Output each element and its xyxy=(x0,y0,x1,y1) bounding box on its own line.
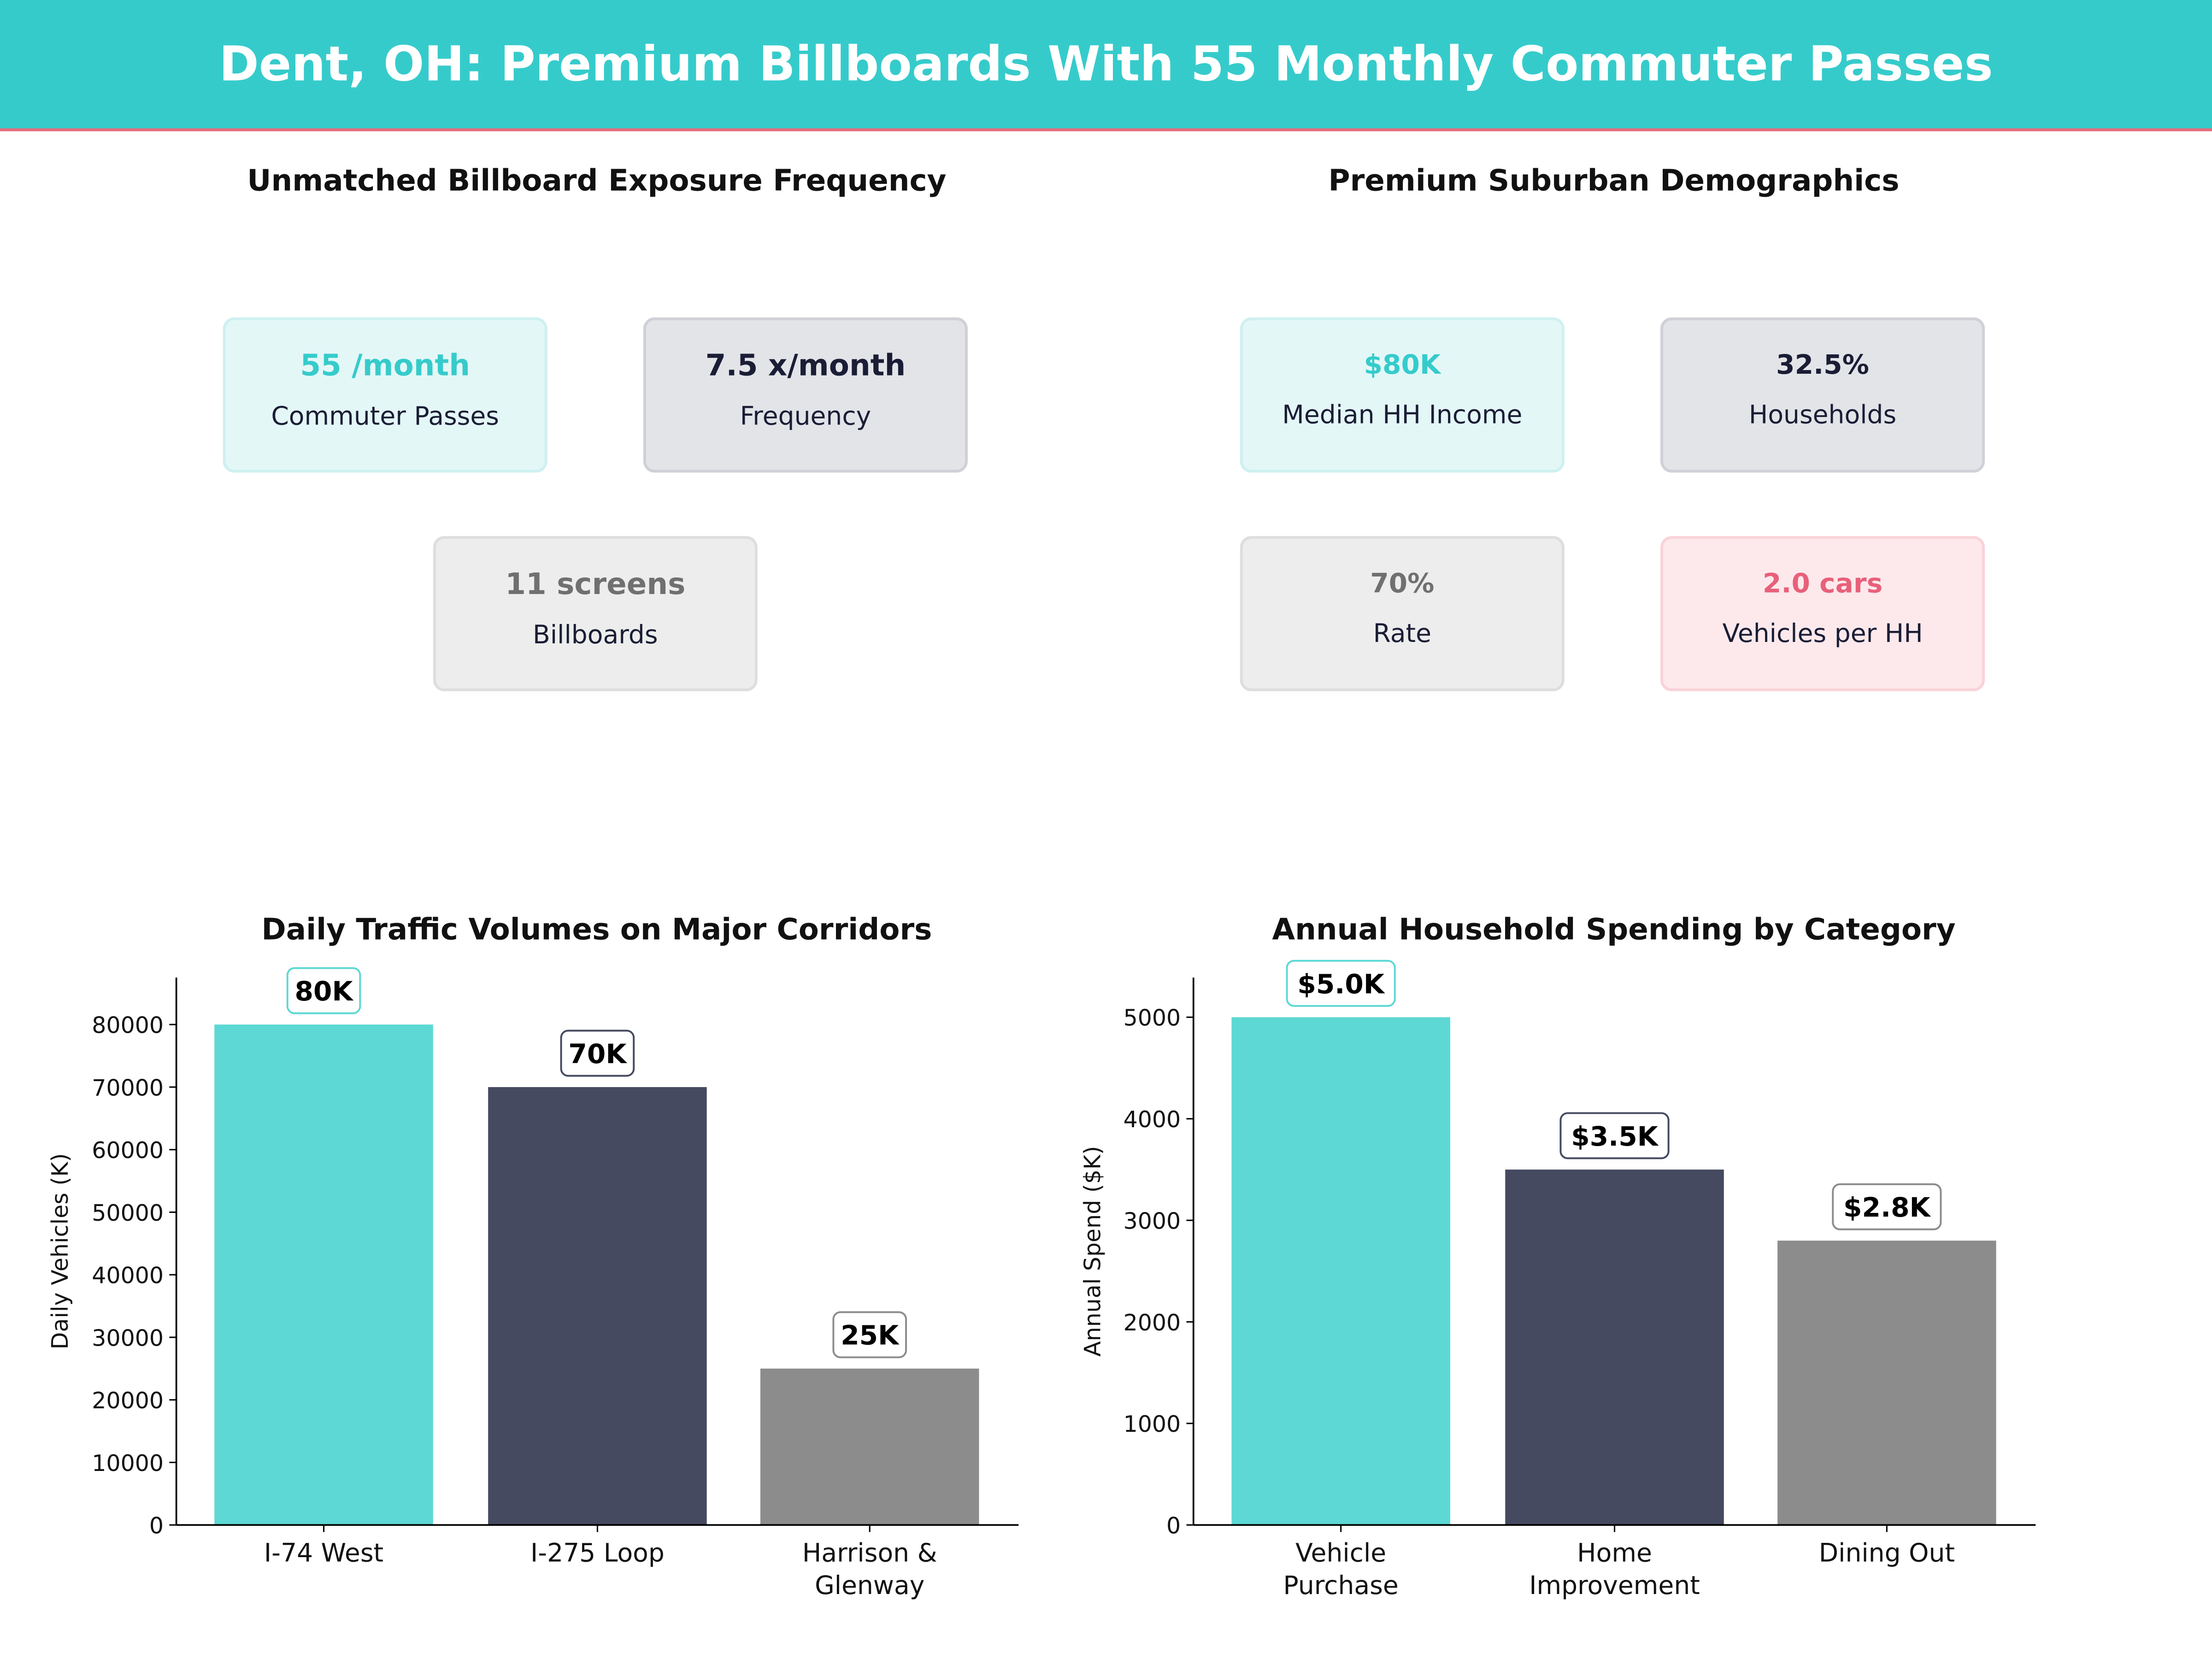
card-value: 11 screens xyxy=(505,566,686,600)
card-value: 70% xyxy=(1370,568,1435,599)
x-tick-label-line: I-275 Loop xyxy=(530,1538,665,1568)
chart-2: Annual Household Spending by Category Ann… xyxy=(1080,912,2036,1600)
card-value: 32.5% xyxy=(1776,349,1869,380)
y-tick-label: 50000 xyxy=(92,1200,164,1226)
y-tick-label: 4000 xyxy=(1124,1106,1181,1133)
data-label: $2.8K xyxy=(1843,1192,1931,1223)
x-tick-label: I-74 West xyxy=(264,1538,383,1568)
card-label: Households xyxy=(1748,400,1897,430)
data-label: $5.0K xyxy=(1297,968,1385,1000)
y-tick-label: 1000 xyxy=(1124,1411,1181,1437)
y-tick-label: 30000 xyxy=(92,1325,164,1351)
y-tick-label: 10000 xyxy=(92,1450,164,1477)
x-tick-label-line: Purchase xyxy=(1283,1571,1399,1600)
data-label-box xyxy=(1559,1112,1670,1159)
header-banner: Dent, OH: Premium Billboards With 55 Mon… xyxy=(0,0,2212,131)
data-label: 25K xyxy=(841,1320,900,1351)
x-tick-label-line: Home xyxy=(1577,1538,1652,1568)
x-tick-label-line: Harrison & xyxy=(802,1538,937,1568)
x-tick-label-line: Dining Out xyxy=(1819,1538,1955,1568)
bar xyxy=(1231,1017,1450,1525)
y-tick-label: 5000 xyxy=(1124,1005,1181,1031)
card-value: 7.5 x/month xyxy=(705,347,906,382)
exposure-section-title: Unmatched Billboard Exposure Frequency xyxy=(247,164,947,198)
y-tick-label: 0 xyxy=(149,1513,164,1539)
y-axis-label: Annual Spend ($K) xyxy=(1080,1146,1106,1357)
x-tick-label: Dining Out xyxy=(1819,1538,1955,1568)
card-label: Commuter Passes xyxy=(271,401,500,431)
y-tick-label: 70000 xyxy=(92,1075,164,1101)
x-tick-label: Harrison & Glenway xyxy=(802,1538,937,1600)
page-title: Dent, OH: Premium Billboards With 55 Mon… xyxy=(219,36,1993,93)
data-label: 80K xyxy=(295,976,354,1007)
y-axis-label: Daily Vehicles (K) xyxy=(47,1153,73,1349)
card-label: Vehicles per HH xyxy=(1722,618,1923,648)
chart-1: Daily Traffic Volumes on Major Corridors… xyxy=(47,912,1019,1600)
data-label-box xyxy=(286,967,361,1014)
x-tick-label: I-275 Loop xyxy=(530,1538,665,1568)
billboards-card: 11 screens Billboards xyxy=(433,536,758,691)
data-label: $3.5K xyxy=(1571,1121,1659,1152)
data-label-box xyxy=(560,1030,635,1077)
x-tick-label: Home Improvement xyxy=(1529,1538,1700,1600)
y-tick-label: 20000 xyxy=(92,1388,164,1414)
card-label: Frequency xyxy=(740,401,871,431)
x-tick-label-line: Glenway xyxy=(815,1571,924,1600)
x-tick-label-line: I-74 West xyxy=(264,1538,383,1568)
y-tick-label: 2000 xyxy=(1124,1310,1181,1336)
frequency-card: 7.5 x/month Frequency xyxy=(643,317,968,473)
bar xyxy=(488,1087,707,1525)
x-tick-label: Vehicle Purchase xyxy=(1283,1538,1399,1600)
demographics-section-title: Premium Suburban Demographics xyxy=(1328,164,1900,198)
commuter-passes-card: 55 /month Commuter Passes xyxy=(223,317,547,473)
card-label: Rate xyxy=(1373,618,1432,648)
x-tick-label-line: Improvement xyxy=(1529,1571,1700,1600)
median-income-card: $80K Median HH Income xyxy=(1240,317,1565,473)
bar xyxy=(1505,1169,1724,1525)
card-value: 2.0 cars xyxy=(1762,568,1883,599)
y-tick-label: 80000 xyxy=(92,1012,164,1039)
x-tick-label-line: Vehicle xyxy=(1295,1538,1386,1568)
y-tick-label: 60000 xyxy=(92,1137,164,1164)
bar xyxy=(1777,1241,1996,1525)
card-label: Billboards xyxy=(533,620,658,650)
card-value: $80K xyxy=(1364,349,1441,380)
y-tick-label: 40000 xyxy=(92,1263,164,1289)
card-label: Median HH Income xyxy=(1282,400,1523,430)
data-label-box xyxy=(1286,959,1396,1007)
y-tick-label: 0 xyxy=(1166,1513,1181,1539)
bar xyxy=(760,1368,979,1525)
vehicles-per-hh-card: 2.0 cars Vehicles per HH xyxy=(1660,536,1985,691)
chart-title: Annual Household Spending by Category xyxy=(1272,912,1955,947)
card-value: 55 /month xyxy=(300,347,471,382)
rate-card: 70% Rate xyxy=(1240,536,1565,691)
chart-title: Daily Traffic Volumes on Major Corridors xyxy=(261,912,932,947)
households-card: 32.5% Households xyxy=(1660,317,1985,473)
data-label: 70K xyxy=(568,1038,627,1070)
data-label-box xyxy=(832,1311,907,1359)
y-tick-label: 3000 xyxy=(1124,1208,1181,1234)
bar xyxy=(214,1024,433,1525)
data-label-box xyxy=(1832,1183,1942,1230)
